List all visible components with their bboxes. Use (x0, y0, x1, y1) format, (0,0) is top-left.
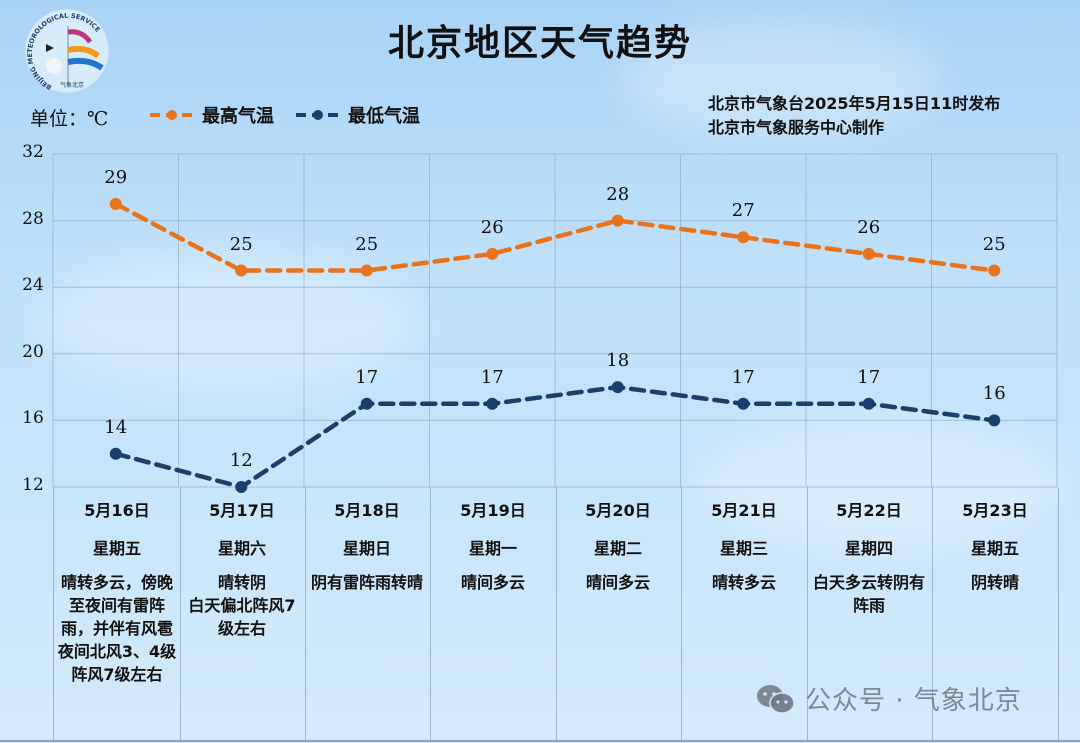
day-weather-description: 晴转多云 (711, 573, 776, 592)
day-weather-description: 晴转多云，傍晚至夜间有雷阵雨，并伴有风雹 夜间北风3、4级 阵风7级左右 (57, 573, 177, 684)
data-point-marker (737, 231, 750, 244)
low-temp-label: 17 (731, 366, 755, 388)
page-title: 北京地区天气趋势 (387, 23, 692, 64)
data-point-marker (611, 381, 624, 394)
legend-low-label: 最低气温 (348, 106, 420, 127)
data-point-marker (862, 397, 875, 410)
day-date: 5月20日 (585, 501, 651, 520)
y-tick-label: 12 (22, 475, 44, 495)
day-weather-description: 晴间多云 (460, 573, 525, 592)
data-point-marker (360, 264, 373, 277)
data-point-marker (486, 397, 499, 410)
day-date: 5月16日 (84, 501, 150, 520)
day-weather-description: 晴间多云 (585, 573, 650, 592)
watermark-text: 公众号 · 气象北京 (805, 686, 1022, 716)
forecast-day-column: 5月22日星期四白天多云转阴有阵雨 (806, 487, 933, 740)
day-weather-description: 晴转阴 白天偏北阵风7级左右 (188, 573, 296, 638)
high-temp-label: 27 (731, 200, 755, 222)
legend-low-line-icon (296, 110, 342, 120)
day-weekday: 星期日 (342, 539, 391, 558)
legend-high-line-icon (150, 110, 196, 120)
high-temp-label: 25 (982, 233, 1006, 255)
high-temp-label: 26 (857, 216, 881, 238)
issuer-info: 北京市气象台2025年5月15日11时发布 北京市气象服务中心制作 (708, 92, 1000, 140)
forecast-day-column: 5月21日星期三晴转多云 (681, 487, 808, 740)
background-cloud (700, 420, 1060, 550)
low-temp-label: 17 (480, 366, 504, 388)
beijing-meteorological-service-logo: BEIJING METEOROLOGICAL SERVICE 气象北京 (24, 8, 110, 94)
day-weekday: 星期四 (844, 539, 893, 558)
y-tick-label: 28 (22, 208, 44, 229)
high-temp-line (113, 201, 997, 273)
forecast-day-column: 5月18日星期日阴有雷阵雨转晴 (304, 487, 431, 740)
data-point-marker (988, 414, 1001, 427)
data-point-marker (486, 247, 499, 260)
day-weekday: 星期六 (217, 539, 266, 558)
data-point-marker (988, 264, 1001, 277)
day-date: 5月19日 (460, 501, 526, 520)
high-temp-label: 26 (480, 216, 504, 238)
legend-low: 最低气温 (294, 102, 420, 128)
day-date: 5月23日 (962, 501, 1028, 520)
day-date: 5月22日 (836, 501, 902, 520)
data-point-marker (235, 481, 248, 493)
day-date: 5月17日 (209, 501, 275, 520)
forecast-day-column: 5月16日星期五晴转多云，傍晚至夜间有雷阵雨，并伴有风雹 夜间北风3、4级 阵风7… (53, 487, 181, 740)
day-weather-description: 阴有雷阵雨转晴 (310, 573, 423, 592)
low-temp-label: 12 (229, 450, 253, 471)
y-tick-label: 16 (22, 408, 44, 429)
y-tick-label: 24 (22, 275, 44, 296)
low-temp-label: 16 (982, 383, 1006, 405)
issuer-line-1: 北京市气象台2025年5月15日11时发布 (708, 94, 1001, 113)
legend-high-label: 最高气温 (202, 106, 274, 127)
day-weekday: 星期五 (970, 539, 1019, 558)
day-date: 5月21日 (711, 501, 777, 520)
high-temp-label: 29 (104, 166, 128, 188)
data-point-marker (737, 397, 750, 410)
day-weekday: 星期五 (92, 539, 141, 558)
forecast-day-column: 5月19日星期一晴间多云 (430, 487, 557, 740)
forecast-day-column: 5月23日星期五阴转晴 (932, 487, 1059, 740)
high-temp-label: 25 (229, 233, 253, 255)
wechat-icon (757, 684, 795, 714)
low-temp-label: 17 (355, 366, 379, 388)
forecast-day-column: 5月17日星期六晴转阴 白天偏北阵风7级左右 (179, 487, 306, 740)
data-point-marker (109, 447, 122, 460)
svg-text:气象北京: 气象北京 (60, 81, 84, 89)
unit-label: 单位：℃ (30, 108, 109, 130)
low-temp-label: 17 (857, 366, 881, 388)
y-tick-label: 20 (22, 341, 44, 362)
day-date: 5月18日 (334, 501, 400, 520)
day-weekday: 星期三 (719, 539, 768, 558)
background-cloud (40, 250, 420, 390)
y-tick-label: 32 (22, 142, 44, 162)
issuer-line-2: 北京市气象服务中心制作 (708, 118, 885, 137)
high-temp-label: 25 (355, 233, 379, 255)
watermark: 公众号 · 气象北京 (755, 680, 1022, 717)
day-weather-description: 阴转晴 (970, 573, 1019, 592)
data-point-marker (360, 397, 373, 410)
legend-high: 最高气温 (148, 102, 274, 128)
data-point-marker (235, 264, 248, 277)
data-point-marker (109, 197, 122, 210)
day-weekday: 星期一 (468, 539, 517, 558)
day-weekday: 星期二 (593, 539, 642, 558)
bottom-border (0, 740, 1080, 742)
low-temp-label: 14 (104, 416, 128, 438)
day-weather-description: 白天多云转阴有阵雨 (812, 573, 925, 615)
high-temp-label: 28 (606, 183, 630, 205)
data-point-marker (862, 247, 875, 260)
low-temp-line (113, 384, 997, 490)
data-point-marker (611, 214, 624, 227)
background-cloud (620, 20, 940, 140)
forecast-day-column: 5月20日星期二晴间多云 (555, 487, 682, 740)
low-temp-label: 18 (606, 350, 630, 372)
